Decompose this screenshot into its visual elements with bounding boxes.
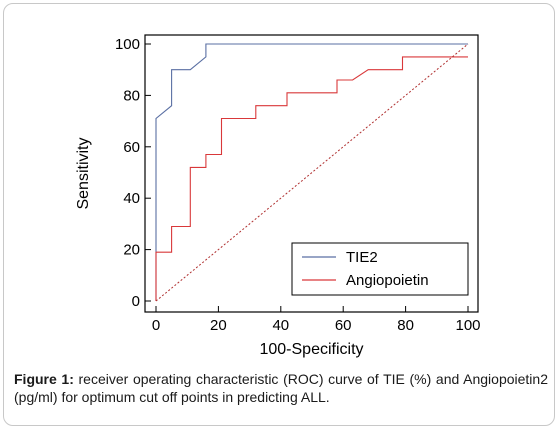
caption-text: receiver operating characteristic (ROC) … [14,371,548,405]
y-tick-label: 80 [123,87,140,104]
x-tick-label: 20 [210,317,227,334]
series-line-angiopoietin [155,56,468,301]
reference-diagonal-line [155,43,469,302]
x-tick-label: 60 [335,317,352,334]
x-tick-label: 0 [152,317,160,334]
series-line-tie2 [155,43,468,301]
legend-label-tie2: TIE2 [346,249,378,266]
y-tick-label: 0 [132,293,140,310]
y-tick-label: 40 [123,190,140,207]
y-tick-label: 20 [123,242,140,259]
figure-caption: Figure 1: receiver operating characteris… [14,370,548,406]
x-tick-label: 100 [455,317,480,334]
x-tick-label: 40 [272,317,289,334]
plot-frame [144,34,479,313]
caption-label: Figure 1: [14,371,74,387]
legend-label-angiopoietin: Angiopoietin [346,272,429,289]
x-tick-label: 80 [397,317,414,334]
x-axis-title: 100-Specificity [259,341,363,358]
figure-frame [3,3,555,426]
y-tick-label: 100 [115,36,140,53]
y-axis-title: Sensitivity [75,137,92,209]
y-tick-label: 60 [123,139,140,156]
legend-box [291,242,469,296]
